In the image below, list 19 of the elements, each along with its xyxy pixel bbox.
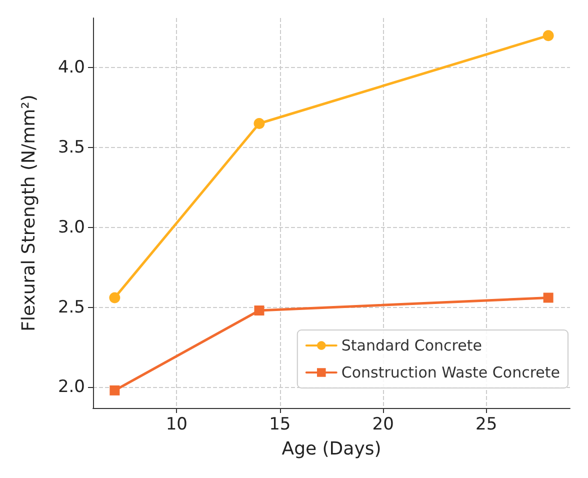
point [109,292,120,304]
point [542,30,554,42]
point [110,385,120,396]
point [254,306,264,316]
legend-label: Construction Waste Concrete [341,364,560,382]
y-axis-title: Flexural Strength (N/mm²) [18,94,40,332]
x-tick-label: 10 [166,414,188,434]
y-tick-label: 4.0 [58,58,85,78]
y-tick-label: 3.5 [58,137,85,158]
legend-label: Standard Concrete [341,336,482,354]
point [543,292,554,303]
x-tick-label: 25 [476,414,498,434]
point [254,118,265,129]
y-tick-label: 2.5 [58,297,85,318]
x-axis-title: Age (Days) [282,438,382,460]
x-tick-label: 15 [269,414,291,434]
y-tick-label: 2.0 [58,377,85,398]
y-tick-label: 3.0 [58,217,85,238]
x-tick-label: 20 [372,414,394,434]
